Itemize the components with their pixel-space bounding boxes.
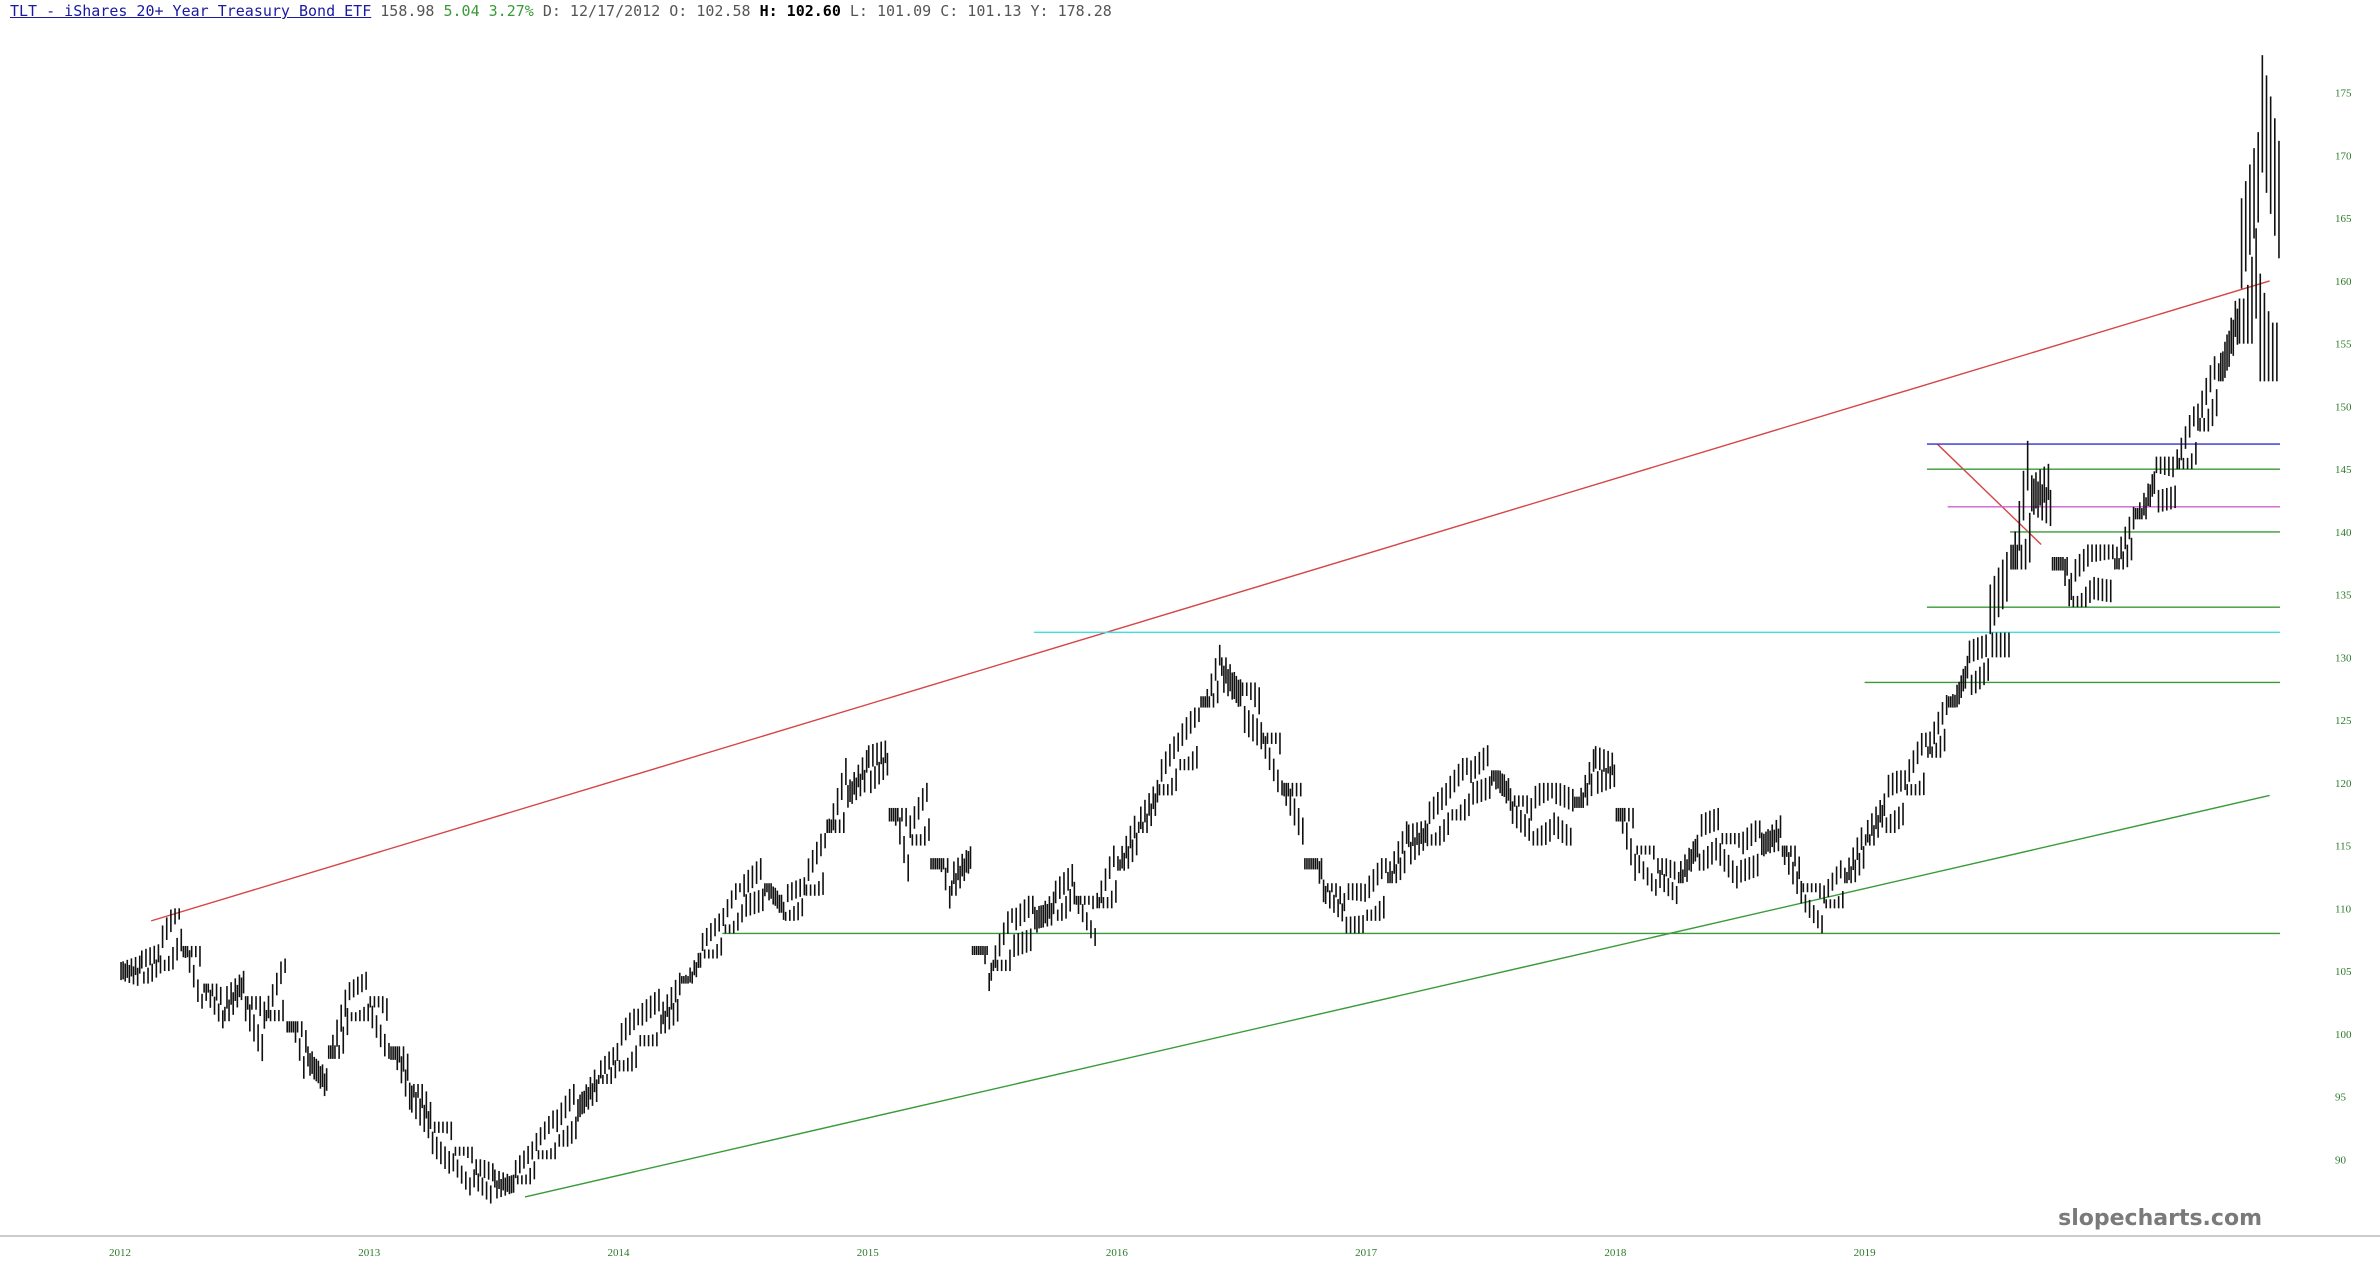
- open-label: O:: [669, 2, 688, 20]
- trendline[interactable]: [1936, 443, 2042, 545]
- open-value: 102.58: [696, 2, 751, 20]
- y-axis: 90 95 100 105 110 115 120 125 130 135 140 145 150 155…: [2335, 88, 2352, 1167]
- y-tick-label: 150: [2335, 401, 2352, 413]
- close-label: C:: [940, 2, 959, 20]
- chart-header: TLT - iShares 20+ Year Treasury Bond ETF…: [10, 2, 1112, 20]
- watermark: slopecharts.com: [2058, 1206, 2262, 1231]
- y-tick-label: 160: [2335, 276, 2352, 288]
- trendline[interactable]: [150, 280, 2270, 922]
- x-tick-label: 2014: [607, 1247, 630, 1259]
- y-tick-label: 120: [2335, 778, 2352, 790]
- price-change-percent: 3.27%: [488, 2, 534, 20]
- y-label: Y:: [1030, 2, 1049, 20]
- y-tick-label: 105: [2335, 966, 2352, 978]
- price-change: 5.04: [443, 2, 480, 20]
- x-tick-label: 2012: [109, 1247, 131, 1259]
- high-label: H:: [759, 2, 778, 20]
- last-price: 158.98: [380, 2, 435, 20]
- y-tick-label: 155: [2335, 339, 2352, 351]
- y-tick-label: 125: [2335, 715, 2352, 727]
- x-tick-label: 2018: [1604, 1247, 1627, 1259]
- x-tick-label: 2016: [1106, 1247, 1129, 1259]
- low-label: L:: [849, 2, 868, 20]
- x-tick-label: 2013: [358, 1247, 381, 1259]
- low-value: 101.09: [876, 2, 932, 20]
- high-value: 102.60: [786, 2, 841, 20]
- y-tick-label: 175: [2335, 88, 2352, 100]
- y-tick-label: 100: [2335, 1029, 2352, 1041]
- y-tick-label: 130: [2335, 652, 2352, 664]
- x-tick-label: 2019: [1854, 1247, 1877, 1259]
- date-value: 12/17/2012: [569, 2, 661, 20]
- x-tick-label: 2017: [1355, 1247, 1378, 1259]
- x-tick-label: 2015: [857, 1247, 880, 1259]
- y-tick-label: 145: [2335, 464, 2352, 476]
- y-tick-label: 95: [2335, 1092, 2347, 1104]
- price-bars-layer: [120, 55, 2280, 1204]
- symbol-title-link[interactable]: TLT - iShares 20+ Year Treasury Bond ETF: [10, 2, 372, 20]
- y-tick-label: 115: [2335, 841, 2352, 853]
- y-tick-label: 135: [2335, 590, 2352, 602]
- y-tick-label: 140: [2335, 527, 2352, 539]
- date-label: D:: [542, 2, 561, 20]
- y-value: 178.28: [1057, 2, 1112, 20]
- y-tick-label: 90: [2335, 1154, 2347, 1166]
- trendline-layer: [150, 280, 2280, 1198]
- x-axis: 2012 2013 2014 2015 2016 2017 2018 2019: [0, 1235, 2380, 1259]
- y-tick-label: 110: [2335, 903, 2352, 915]
- y-tick-label: 165: [2335, 213, 2352, 225]
- trendline[interactable]: [524, 794, 2270, 1198]
- close-value: 101.13: [967, 2, 1022, 20]
- y-tick-label: 170: [2335, 150, 2352, 162]
